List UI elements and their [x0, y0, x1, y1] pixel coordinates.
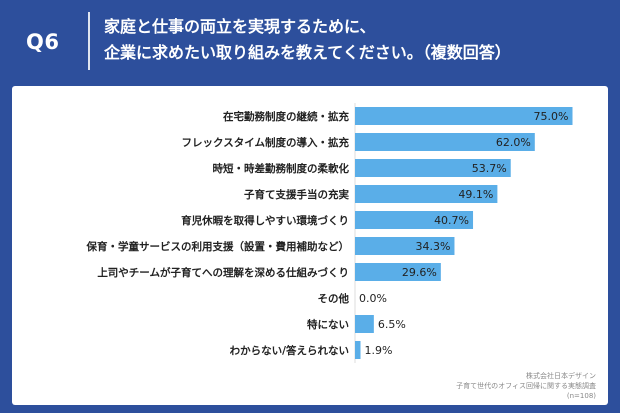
bar [355, 133, 535, 151]
category-label: 特にない [307, 318, 349, 331]
bar [355, 107, 573, 125]
question-line-2: 企業に求めたい取り組みを教えてください。（複数回答） [104, 43, 511, 62]
category-label: 在宅勤務制度の継続・拡充 [223, 110, 349, 123]
data-label: 1.9% [365, 344, 393, 357]
category-label: その他 [318, 292, 350, 305]
category-label: 育児休暇を取得しやすい環境づくり [181, 214, 349, 227]
data-label: 53.7% [472, 162, 507, 175]
bar [355, 341, 361, 359]
category-label: 子育て支援手当の充実 [244, 188, 349, 201]
category-label: わからない/答えられない [230, 344, 349, 357]
bar [355, 211, 474, 229]
bar [355, 263, 441, 281]
category-label: 保育・学童サービスの利用支援（設置・費用補助など） [86, 240, 350, 253]
data-label: 29.6% [402, 266, 437, 279]
brand-logo: リサピー [18, 384, 82, 401]
brand-name: リサピー [34, 386, 83, 400]
bar [355, 237, 455, 255]
bar [355, 159, 511, 177]
data-label: 34.3% [416, 240, 451, 253]
source-note: 株式会社日本デザイン 子育て世代のオフィス回帰に関する実態調査 (n=108) [456, 371, 596, 401]
question-text: 家庭と仕事の両立を実現するために、 企業に求めたい取り組みを教えてください。（複… [104, 14, 604, 66]
bar [355, 315, 374, 333]
data-label: 40.7% [434, 214, 469, 227]
header: Q6 家庭と仕事の両立を実現するために、 企業に求めたい取り組みを教えてください… [0, 0, 620, 86]
data-label: 62.0% [496, 136, 531, 149]
magnifier-icon [18, 386, 30, 399]
source-sample: (n=108) [566, 392, 596, 400]
data-label: 0.0% [359, 292, 387, 305]
data-label: 6.5% [378, 318, 406, 331]
category-label: フレックスタイム制度の導入・拡充 [182, 136, 350, 149]
source-company: 株式会社日本デザイン [526, 372, 596, 380]
bar-chart: 在宅勤務制度の継続・拡充 75.0% フレックスタイム制度の導入・拡充 62.0% 時短… [86, 103, 573, 363]
question-number: Q6 [26, 30, 60, 54]
data-label: 75.0% [534, 110, 569, 123]
category-label: 時短・時差勤務制度の柔軟化 [213, 162, 350, 175]
chart-card: 在宅勤務制度の継続・拡充 75.0% フレックスタイム制度の導入・拡充 62.0% 時短… [12, 86, 608, 405]
category-label: 上司やチームが子育てへの理解を深める仕組みづくり [97, 266, 349, 279]
source-survey: 子育て世代のオフィス回帰に関する実態調査 [456, 382, 596, 390]
question-line-1: 家庭と仕事の両立を実現するために、 [104, 17, 376, 36]
header-divider [88, 12, 90, 70]
data-label: 49.1% [458, 188, 493, 201]
bar [355, 185, 498, 203]
